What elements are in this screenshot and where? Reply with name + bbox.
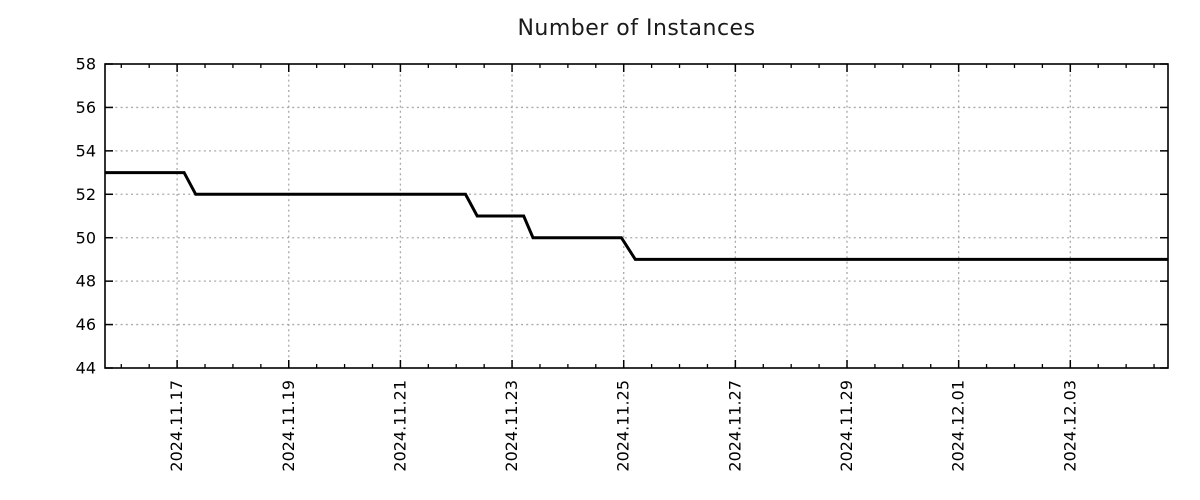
x-tick-label: 2024.12.01 xyxy=(949,380,968,472)
y-tick-label: 46 xyxy=(76,315,96,334)
x-tick-label: 2024.11.17 xyxy=(167,380,186,472)
y-tick-label: 52 xyxy=(76,185,96,204)
x-tick-label: 2024.12.03 xyxy=(1060,380,1079,472)
y-tick-label: 54 xyxy=(76,141,96,160)
x-tick-label: 2024.11.19 xyxy=(279,380,298,472)
y-tick-label: 50 xyxy=(76,228,96,247)
x-tick-label: 2024.11.23 xyxy=(502,380,521,472)
x-tick-label: 2024.11.25 xyxy=(614,380,633,472)
x-tick-label: 2024.11.27 xyxy=(725,380,744,472)
x-tick-label: 2024.11.21 xyxy=(390,380,409,472)
data-line-instances xyxy=(105,171,1168,261)
plot-border xyxy=(104,63,1169,369)
x-tick-label: 2024.11.29 xyxy=(837,380,856,472)
y-tick-label: 48 xyxy=(76,272,96,291)
y-tick-label: 44 xyxy=(76,359,96,378)
y-tick-label: 56 xyxy=(76,98,96,117)
y-tick-label: 58 xyxy=(76,55,96,74)
chart-title: Number of Instances xyxy=(517,16,756,41)
